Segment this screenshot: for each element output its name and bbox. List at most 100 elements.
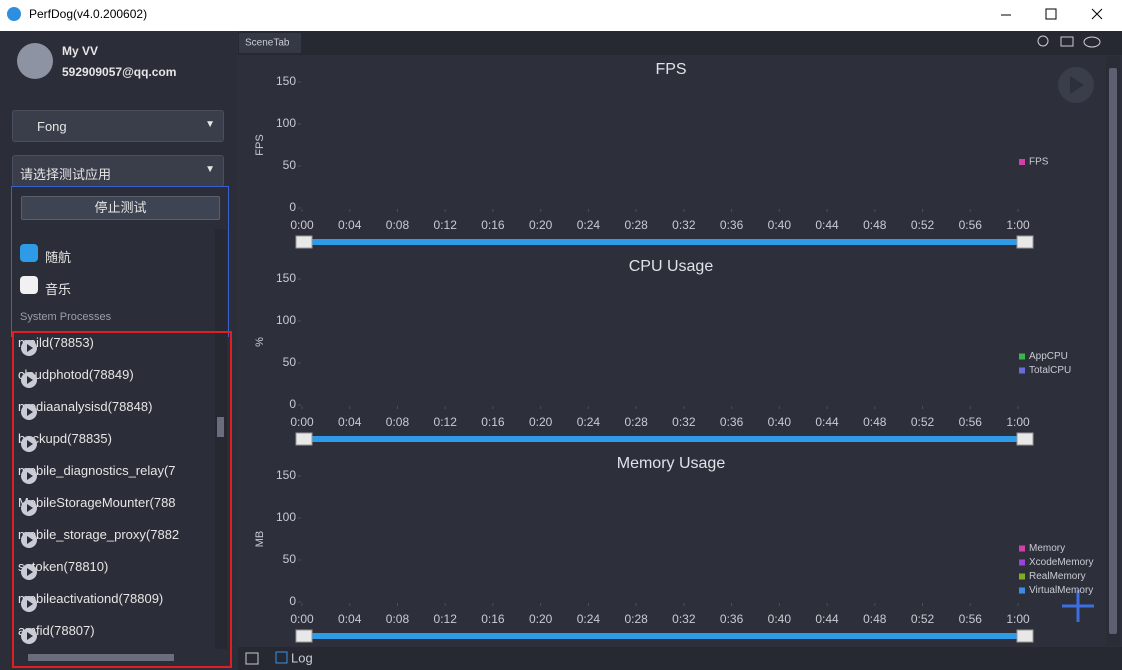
- y-tick-label: 50: [283, 158, 297, 172]
- legend-label: RealMemory: [1029, 571, 1086, 582]
- horizontal-scroll-thumb[interactable]: [28, 654, 174, 661]
- location-icon[interactable]: [1037, 35, 1049, 47]
- x-tick-label: 0:44: [815, 218, 839, 232]
- app-item[interactable]: 音乐: [18, 273, 214, 301]
- x-tick-label: 0:48: [863, 415, 887, 429]
- x-tick-label: 0:08: [386, 612, 410, 626]
- legend-swatch: [1019, 367, 1025, 374]
- legend-swatch: [1019, 559, 1025, 566]
- user-email: 592909057@qq.com: [62, 65, 177, 79]
- y-tick-label: 150: [276, 468, 296, 482]
- x-tick-label: 1:00: [1006, 415, 1030, 429]
- slider-handle[interactable]: [295, 629, 313, 643]
- y-axis-label: MB: [254, 531, 266, 548]
- legend-label: FPS: [1029, 157, 1049, 168]
- close-button[interactable]: [1091, 8, 1103, 20]
- y-tick-label: 100: [276, 116, 296, 130]
- x-tick-label: 0:20: [529, 612, 553, 626]
- process-item[interactable]: mobile_storage_proxy(7882: [18, 527, 214, 555]
- cloud-icon[interactable]: [1083, 36, 1101, 48]
- process-icon: [21, 404, 37, 420]
- tab-bar: [238, 31, 1122, 55]
- process-item[interactable]: backupd(78835): [18, 431, 214, 459]
- device-select[interactable]: Fong ▼: [12, 110, 224, 142]
- x-tick-label: 0:28: [624, 612, 648, 626]
- slider-handle[interactable]: [295, 235, 313, 249]
- app-select-label: 请选择测试应用: [20, 167, 112, 182]
- x-tick-label: 0:04: [338, 415, 362, 429]
- app-name: 音乐: [45, 282, 72, 297]
- x-tick-label: 0:04: [338, 218, 362, 232]
- bottom-bar: [238, 647, 1122, 670]
- x-tick-label: 0:16: [481, 415, 505, 429]
- x-tick-label: 0:32: [672, 612, 696, 626]
- process-item[interactable]: cloudphotod(78849): [18, 367, 214, 395]
- x-tick-label: 0:56: [959, 415, 983, 429]
- legend-swatch: [1019, 353, 1025, 360]
- slider-handle[interactable]: [1016, 432, 1034, 446]
- list-scroll-thumb[interactable]: [217, 417, 224, 437]
- folder-icon[interactable]: [1060, 36, 1074, 47]
- x-tick-label: 0:36: [720, 218, 744, 232]
- x-tick-label: 0:52: [911, 218, 935, 232]
- process-item[interactable]: MobileStorageMounter(788: [18, 495, 214, 523]
- process-item[interactable]: mediaanalysisd(78848): [18, 399, 214, 427]
- x-tick-label: 0:36: [720, 415, 744, 429]
- scene-tab[interactable]: [239, 33, 301, 53]
- dropdown-arrow: ▼: [205, 164, 215, 175]
- stop-button[interactable]: 停止测试: [21, 196, 220, 220]
- x-tick-label: 0:40: [768, 415, 792, 429]
- process-item[interactable]: amfid(78807): [18, 623, 214, 651]
- process-item[interactable]: mobileactivationd(78809): [18, 591, 214, 619]
- x-tick-label: 0:52: [911, 612, 935, 626]
- y-tick-label: 50: [283, 355, 297, 369]
- x-tick-label: 0:04: [338, 612, 362, 626]
- slider-handle[interactable]: [1016, 235, 1034, 249]
- add-button[interactable]: [1062, 590, 1094, 622]
- y-tick-label: 0: [289, 594, 296, 608]
- app-select[interactable]: 请选择测试应用 ▼: [12, 155, 224, 187]
- y-axis-label: FPS: [254, 134, 266, 155]
- x-tick-label: 0:00: [290, 612, 314, 626]
- x-tick-label: 0:16: [481, 218, 505, 232]
- legend-label: AppCPU: [1029, 351, 1068, 362]
- x-tick-label: 0:32: [672, 218, 696, 232]
- x-tick-label: 0:08: [386, 218, 410, 232]
- x-tick-label: 0:44: [815, 612, 839, 626]
- legend-label: Memory: [1029, 543, 1065, 554]
- process-name: mobileactivationd(78809): [18, 591, 164, 606]
- process-item[interactable]: maild(78853): [18, 335, 214, 363]
- legend-swatch: [1019, 159, 1025, 165]
- scroll-thumb[interactable]: [1109, 68, 1117, 634]
- process-name: mobile_storage_proxy(7882: [18, 527, 180, 542]
- slider-handle[interactable]: [1016, 629, 1034, 643]
- maximize-button[interactable]: [1045, 8, 1057, 20]
- x-tick-label: 0:08: [386, 415, 410, 429]
- process-icon: [21, 340, 37, 356]
- expand-button[interactable]: [245, 652, 259, 665]
- process-icon: [21, 372, 37, 388]
- y-tick-label: 150: [276, 271, 296, 285]
- y-axis-label: %: [254, 337, 266, 347]
- app-icon: [20, 244, 38, 262]
- log-checkbox[interactable]: [275, 651, 288, 664]
- x-tick-label: 0:12: [434, 612, 458, 626]
- process-item[interactable]: mobile_diagnostics_relay(7: [18, 463, 214, 491]
- x-tick-label: 0:24: [577, 218, 601, 232]
- process-name: mediaanalysisd(78848): [18, 399, 153, 414]
- slider-handle[interactable]: [295, 432, 313, 446]
- process-icon: [21, 500, 37, 516]
- x-tick-label: 0:44: [815, 415, 839, 429]
- process-name: cloudphotod(78849): [18, 367, 134, 382]
- user-name: My VV: [62, 44, 99, 58]
- x-tick-label: 0:20: [529, 415, 553, 429]
- process-item[interactable]: setoken(78810): [18, 559, 214, 587]
- app-item[interactable]: 随航: [18, 241, 214, 269]
- log-label: Log: [291, 650, 313, 665]
- process-name: setoken(78810): [18, 559, 109, 574]
- x-tick-label: 0:56: [959, 612, 983, 626]
- x-tick-label: 0:40: [768, 612, 792, 626]
- x-tick-label: 0:24: [577, 415, 601, 429]
- legend-swatch: [1019, 587, 1025, 594]
